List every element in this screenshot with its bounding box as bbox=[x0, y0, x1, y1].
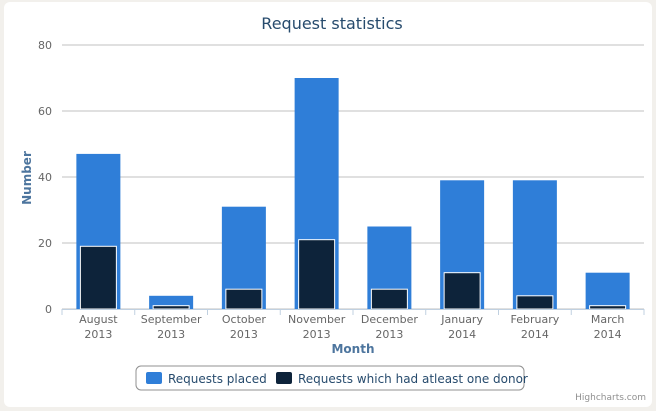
y-tick-label: 0 bbox=[45, 303, 52, 316]
chart-title: Request statistics bbox=[261, 14, 402, 33]
x-tick-label: January 2014 bbox=[440, 313, 483, 341]
chart-container: Request statistics 0 20 40 60 80 August 2013 S… bbox=[4, 2, 652, 407]
y-tick-label: 80 bbox=[38, 39, 52, 52]
x-axis-title: Month bbox=[331, 342, 374, 356]
legend-item-requests-with-donor[interactable]: Requests which had atleast one donor bbox=[276, 372, 528, 386]
x-tick-label: September 2013 bbox=[141, 313, 202, 341]
y-tick-label: 40 bbox=[38, 171, 52, 184]
bar-requests-with-donor[interactable] bbox=[589, 305, 627, 310]
bar-requests-with-donor[interactable] bbox=[152, 305, 190, 310]
legend-swatch bbox=[146, 372, 162, 384]
bar-requests-with-donor[interactable] bbox=[516, 295, 554, 310]
x-axis-ticks: August 2013 September 2013 October 2013 Novemb… bbox=[61, 309, 645, 341]
x-tick-label: November 2013 bbox=[288, 313, 346, 341]
x-tick-label: October 2013 bbox=[222, 313, 266, 341]
bar-requests-with-donor[interactable] bbox=[79, 245, 117, 310]
bars bbox=[76, 78, 630, 310]
x-tick-label: August 2013 bbox=[79, 313, 118, 341]
legend-box bbox=[135, 365, 525, 391]
x-tick-label: December 2013 bbox=[361, 313, 419, 341]
x-tick-label: March 2014 bbox=[591, 313, 625, 341]
legend-item-requests-placed[interactable]: Requests placed bbox=[146, 372, 267, 386]
y-axis-ticks: 0 20 40 60 80 bbox=[38, 39, 52, 316]
bar-chart: Request statistics 0 20 40 60 80 August 2013 S… bbox=[20, 14, 646, 403]
legend-label: Requests placed bbox=[168, 372, 267, 386]
bar-requests-with-donor[interactable] bbox=[443, 272, 481, 310]
y-axis-title: Number bbox=[20, 151, 34, 205]
legend-swatch bbox=[276, 372, 292, 384]
bar-requests-placed[interactable] bbox=[585, 272, 630, 309]
credits-link[interactable]: Highcharts.com bbox=[575, 393, 646, 403]
y-tick-label: 20 bbox=[38, 237, 52, 250]
bar-requests-placed[interactable] bbox=[512, 180, 557, 309]
y-tick-label: 60 bbox=[38, 105, 52, 118]
bar-requests-with-donor[interactable] bbox=[370, 288, 408, 310]
x-tick-label: February 2014 bbox=[511, 313, 560, 341]
legend-label: Requests which had atleast one donor bbox=[298, 372, 528, 386]
legend: Requests placed Requests which had atleas… bbox=[135, 365, 528, 391]
bar-requests-with-donor[interactable] bbox=[298, 239, 336, 310]
bar-requests-with-donor[interactable] bbox=[225, 288, 263, 310]
